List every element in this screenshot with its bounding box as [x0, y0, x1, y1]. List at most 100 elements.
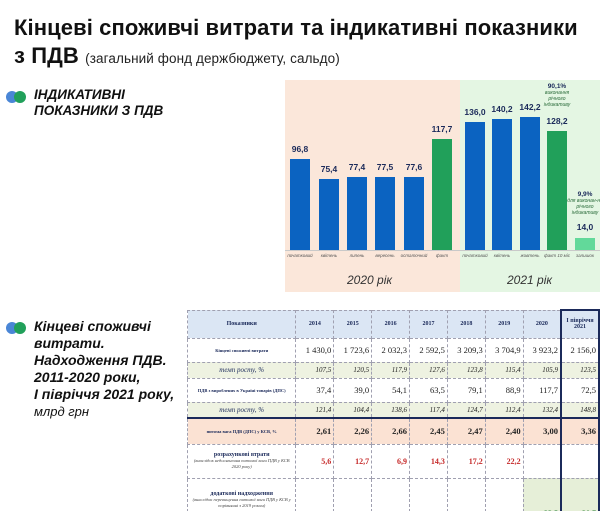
category-label: початковий [287, 253, 313, 258]
cell: 88,9 [484, 377, 524, 403]
cell: 2,66 [371, 417, 411, 445]
bar-2020-september [375, 177, 395, 250]
cell: 6,9 [371, 443, 411, 479]
cell: 3,36 [560, 417, 600, 445]
cell: 107,5 [295, 361, 335, 379]
column-header: Показники [186, 309, 297, 339]
row-label: Кінцеві споживчі витрати [186, 337, 297, 363]
section-indicative-heading: ІНДИКАТИВНІ ПОКАЗНИКИ З ПДВ [6, 87, 163, 119]
cell: 2 156,0 [560, 337, 600, 363]
cell: 117,4 [409, 401, 448, 419]
annotation-remainder: 9,9% для виконан-ня річного індикативу [567, 191, 600, 216]
cell: 2 032,3 [371, 337, 411, 363]
cell: 22,2 [484, 443, 524, 479]
category-label: квітень [320, 253, 338, 258]
cell: 3 923,2 [522, 337, 562, 363]
cell [333, 477, 373, 511]
bar-label: 117,7 [431, 124, 453, 134]
indicative-vat-chart: 96,8 75,4 77,4 77,5 77,6 117,7 136,0 140… [285, 80, 600, 295]
year-label-2020: 2020 рік [347, 273, 393, 287]
cell: 3,00 [522, 417, 562, 445]
cell: 3 209,3 [446, 337, 486, 363]
section2-line3: Надходження ПДВ. [34, 352, 167, 368]
column-header: 2014 [295, 309, 335, 339]
cell [522, 443, 562, 479]
cell [484, 477, 524, 511]
category-label: факт 10 міс [543, 253, 571, 258]
bar-2021-initial [465, 122, 485, 250]
row-label: ПДВ з вироблених в Україні товарів (ДПС) [186, 377, 297, 403]
cell [371, 477, 411, 511]
column-header: 2015 [333, 309, 373, 339]
table-row: темп росту, % 107,5 120,5 117,9 127,6 12… [186, 361, 600, 379]
category-label: остаточний [400, 253, 428, 258]
bar-label: 96,8 [291, 144, 309, 154]
bar-label: 128,2 [546, 116, 568, 126]
column-header: І півріччя 2021 [560, 309, 600, 339]
section2-line4: 2011-2020 роки, [34, 369, 141, 385]
bar-2020-july [347, 177, 367, 250]
bar-label: 14,0 [576, 222, 594, 232]
table-row: розрахункові втрати (внаслідок недосягне… [186, 443, 600, 479]
table-row: темп росту, % 121,4 104,4 138,6 117,4 12… [186, 401, 600, 419]
column-header: 2019 [484, 309, 524, 339]
cell: 123,8 [446, 361, 486, 379]
cell: 104,4 [333, 401, 373, 419]
cell: 138,6 [371, 401, 411, 419]
cell: 3 704,9 [484, 337, 524, 363]
bar-label: 142,2 [519, 102, 541, 112]
bar-label: 77,6 [405, 162, 423, 172]
cell: 1 723,6 [333, 337, 373, 363]
cell: 20,7 [560, 477, 600, 511]
panel-2020 [285, 80, 460, 292]
table-row: додаткові надходження (внаслідок перевищ… [186, 477, 600, 511]
cell: 2,45 [409, 417, 448, 445]
cell: 14,3 [409, 443, 448, 479]
cell: 2,47 [446, 417, 486, 445]
cell: 127,6 [409, 361, 448, 379]
cell: 72,5 [560, 377, 600, 403]
cell [409, 477, 448, 511]
cell: 148,8 [560, 401, 600, 419]
bar-2020-april [319, 179, 339, 250]
bar-2020-initial [290, 159, 310, 250]
cell: 37,4 [295, 377, 335, 403]
section-consumption-heading: Кінцеві споживчі витрати. Надходження ПД… [6, 318, 174, 420]
cell: 2,61 [295, 417, 335, 445]
category-label: початковий [462, 253, 488, 258]
category-label: залишок [576, 253, 594, 258]
bullet-dots-icon [6, 322, 30, 334]
consumption-vat-table: Показники 2014 2015 2016 2017 2018 2019 … [186, 309, 600, 511]
cell: 124,7 [446, 401, 486, 419]
cell [560, 443, 600, 479]
bar-2020-final [404, 177, 424, 250]
cell: 5,6 [295, 443, 335, 479]
title-main: Кінцеві споживчі витрати та індикативні … [14, 15, 578, 68]
chart-baseline [285, 250, 600, 251]
bar-2021-april [492, 119, 512, 250]
bar-label: 136,0 [464, 107, 486, 117]
bar-2020-fact [432, 139, 452, 250]
section2-line1: Кінцеві споживчі [34, 318, 151, 334]
cell: 79,1 [446, 377, 486, 403]
section2-line2: витрати. [34, 335, 105, 351]
title-subtitle: (загальний фонд держбюджету, сальдо) [85, 51, 340, 66]
cell: 123,5 [560, 361, 600, 379]
cell: 121,4 [295, 401, 335, 419]
bar-label: 140,2 [491, 104, 513, 114]
column-header: 2016 [371, 309, 411, 339]
cell: 120,5 [333, 361, 373, 379]
cell: 17,2 [446, 443, 486, 479]
cell: 1 430,0 [295, 337, 335, 363]
bar-2021-remainder [575, 238, 595, 250]
column-header: 2018 [446, 309, 486, 339]
page-title: Кінцеві споживчі витрати та індикативні … [14, 14, 594, 73]
section2-line5: І півріччя 2021 року, [34, 386, 175, 402]
column-header: 2020 [522, 309, 562, 339]
section1-line1: ІНДИКАТИВНІ [34, 87, 125, 102]
cell: 115,4 [484, 361, 524, 379]
bar-2021-october [520, 117, 540, 250]
row-label: темп росту, % [186, 361, 297, 379]
category-label: липень [349, 253, 365, 258]
table-row: ПДВ з вироблених в Україні товарів (ДПС)… [186, 377, 600, 403]
